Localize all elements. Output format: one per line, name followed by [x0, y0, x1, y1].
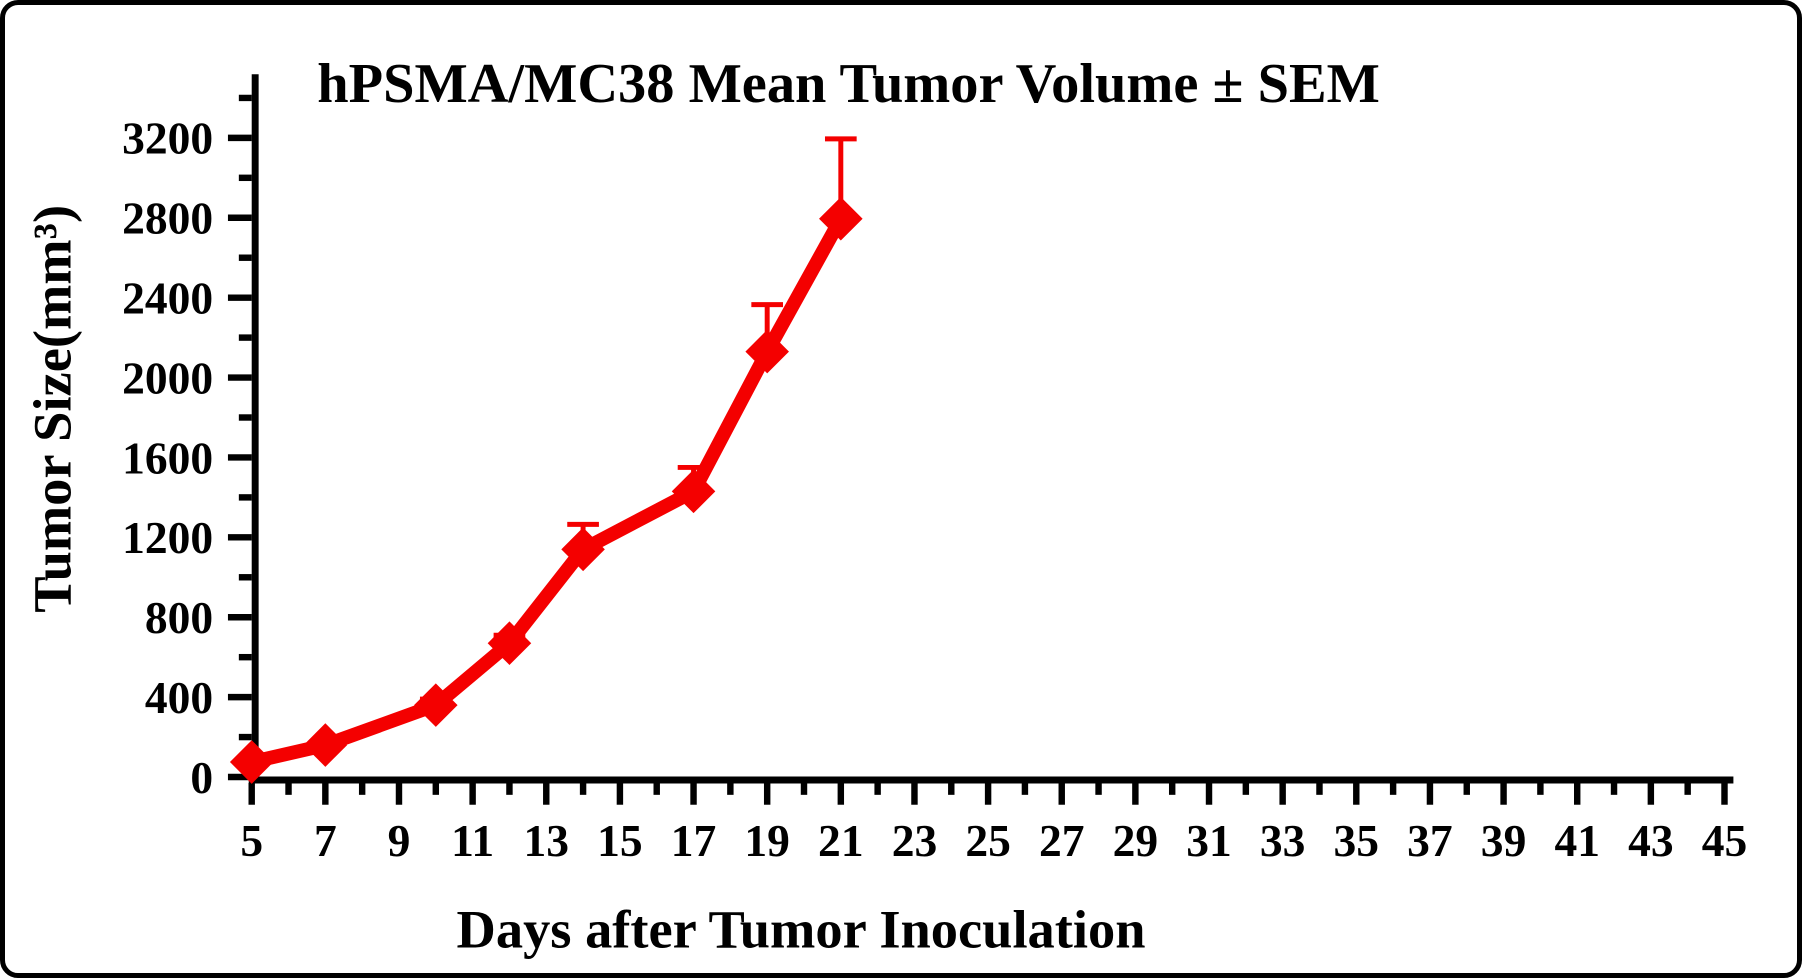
x-tick-label: 29 [1113, 815, 1159, 866]
series-line [244, 211, 848, 769]
x-axis-title: Days after Tumor Inoculation [457, 898, 1146, 959]
x-tick-label: 21 [818, 815, 864, 866]
x-tick-label: 27 [1039, 815, 1085, 866]
y-tick-label: 3200 [122, 113, 213, 164]
y-tick-label: 1600 [122, 432, 213, 483]
x-tick-label: 25 [965, 815, 1011, 866]
data-point-marker [671, 469, 716, 514]
x-tick-label: 5 [240, 815, 263, 866]
data-point-marker [819, 196, 863, 241]
x-tick-label: 23 [892, 815, 938, 866]
y-tick-label: 2800 [122, 193, 213, 244]
x-tick-label: 31 [1186, 815, 1232, 866]
data-point-marker [303, 723, 348, 767]
chart-title: hPSMA/MC38 Mean Tumor Volume ± SEM [317, 53, 1380, 115]
y-tick-label: 800 [145, 592, 213, 643]
x-tick-label: 33 [1260, 815, 1306, 866]
x-tick-label: 19 [744, 815, 790, 866]
y-tick-label: 2400 [122, 272, 213, 323]
y-tick-label: 1200 [122, 512, 213, 563]
x-tick-label: 35 [1334, 815, 1380, 866]
x-tick-label: 7 [314, 815, 337, 866]
x-tick-label: 9 [388, 815, 411, 866]
x-tick-label: 43 [1628, 815, 1674, 866]
y-tick-label: 0 [190, 752, 213, 803]
x-tick-label: 39 [1481, 815, 1527, 866]
tumor-growth-chart: hPSMA/MC38 Mean Tumor Volume ± SEM Days … [22, 53, 1748, 959]
data-point-marker [487, 621, 532, 665]
data-series-group [229, 136, 863, 784]
x-tick-label: 15 [597, 815, 643, 866]
data-point-marker [229, 740, 274, 784]
axes-group: 5 7 9 11 13 15 17 19 21 23 25 27 29 31 33 35 37 39 41 43 45 0… [122, 74, 1747, 866]
x-tick-label: 41 [1554, 815, 1600, 866]
x-tick-label: 37 [1407, 815, 1453, 866]
y-tick-label: 400 [145, 672, 213, 723]
x-tick-label: 13 [524, 815, 570, 866]
x-tick-label: 11 [451, 815, 494, 866]
x-tick-label: 17 [671, 815, 717, 866]
data-point-marker [414, 683, 458, 727]
y-tick-label: 2000 [122, 352, 213, 403]
x-tick-label: 45 [1702, 815, 1748, 866]
data-point-marker [745, 329, 789, 374]
y-axis-title: Tumor Size(mm³) [22, 205, 83, 613]
